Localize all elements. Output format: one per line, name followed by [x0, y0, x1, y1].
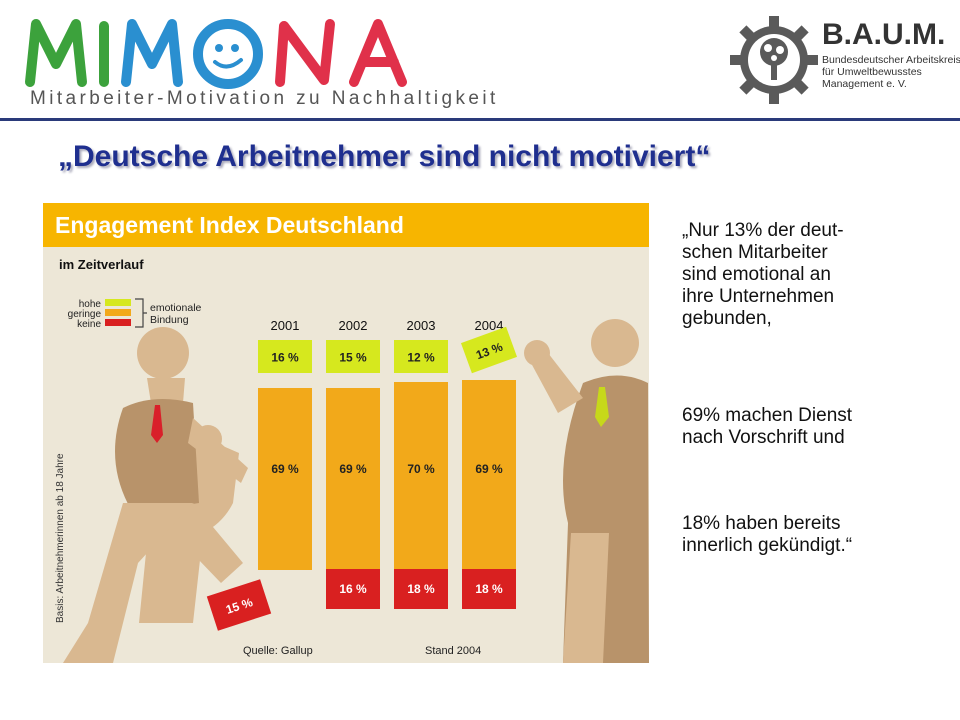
legend-label-geringe: geringe [68, 309, 102, 320]
bar-keine-2004 [462, 569, 516, 609]
label-geringe-2003: 70 % [407, 462, 435, 476]
bar-geringe-2001 [258, 388, 312, 570]
legend-swatch-geringe [105, 309, 131, 316]
baum-name: B.A.U.M. [822, 18, 946, 51]
label-hohe-2003: 12 % [407, 351, 435, 365]
legend-swatch-hohe [105, 299, 131, 306]
left-figure-leg [63, 503, 193, 663]
legend-bracket [135, 298, 147, 328]
chart-panel: hohe geringe keine emotionale Bindung Basis: … [43, 203, 649, 663]
legend-group-line-2: Bindung [150, 314, 189, 326]
label-geringe-2001: 69 % [271, 462, 299, 476]
bar-hohe-2003 [394, 340, 448, 373]
year-label-2002: 2002 [339, 318, 368, 333]
baum-subtitle: Bundesdeutscher Arbeitskreis für Umweltb… [822, 54, 960, 90]
label-geringe-2002: 69 % [339, 462, 367, 476]
label-keine-2002: 16 % [339, 582, 367, 596]
header-divider [0, 118, 960, 121]
left-figure-head [137, 327, 189, 379]
year-label-2001: 2001 [271, 318, 300, 333]
label-hohe-2001: 16 % [271, 351, 299, 365]
bar-geringe-2003 [394, 382, 448, 570]
right-figure-tie [595, 387, 609, 427]
baum-gear-icon [730, 16, 818, 104]
label-hohe-2002: 15 % [339, 351, 367, 365]
left-figure-tie [151, 405, 163, 443]
right-figure-head [591, 319, 639, 367]
mimona-logo [25, 19, 407, 89]
left-figure-kick-leg [173, 503, 243, 583]
right-figure-arm [531, 353, 583, 413]
year-label-2004: 2004 [475, 318, 504, 333]
stand-label: Stand 2004 [425, 645, 481, 657]
mimona-tagline: Mitarbeiter-Motivation zu Nachhaltigkeit [30, 88, 499, 109]
slide-title: „Deutsche Arbeitnehmer sind nicht motivi… [58, 140, 711, 173]
label-keine-2003: 18 % [407, 582, 435, 596]
chart-subtitle: im Zeitverlauf [59, 257, 144, 272]
left-figure-fist [194, 425, 222, 453]
legend-swatch-keine [105, 319, 131, 326]
bar-hohe-2001 [258, 340, 312, 373]
label-geringe-2004: 69 % [475, 462, 503, 476]
left-figure-torso [115, 399, 199, 513]
tilted-keine-2001: 15 % [206, 579, 272, 631]
quote-resigned: 18% haben bereits innerlich gekündigt.“ [682, 513, 853, 556]
figures-illustration [63, 319, 649, 663]
bar-hohe-2002 [326, 340, 380, 373]
bar-hohe-2004 [460, 326, 518, 374]
y-axis-label: Basis: Arbeitnehmerinnen ab 18 Jahre [55, 453, 66, 623]
source-label: Quelle: Gallup [243, 645, 313, 657]
chart-header-bar [43, 203, 649, 247]
right-figure-hand [524, 340, 550, 366]
right-figure-leg [563, 533, 609, 663]
legend-label-keine: keine [77, 319, 101, 330]
quote-service: 69% machen Dienst nach Vorschrift und [682, 405, 853, 448]
bar-keine-2002 [326, 569, 380, 609]
left-figure-neck [147, 378, 185, 403]
quote-engaged: „Nur 13% der deut- schen Mitarbeiter sin… [682, 220, 844, 329]
bar-keine-2003 [394, 569, 448, 609]
legend-label-hohe: hohe [79, 299, 102, 310]
tilted-hohe-2004: 13 % [460, 326, 518, 374]
bar-geringe-2004 [462, 380, 516, 570]
label-keine-2004: 18 % [475, 582, 503, 596]
bar-geringe-2002 [326, 388, 380, 570]
chart-title: Engagement Index Deutschland [55, 212, 404, 238]
bar-keine-2001 [206, 579, 272, 631]
year-label-2003: 2003 [407, 318, 436, 333]
legend-group-line-1: emotionale [150, 302, 202, 314]
